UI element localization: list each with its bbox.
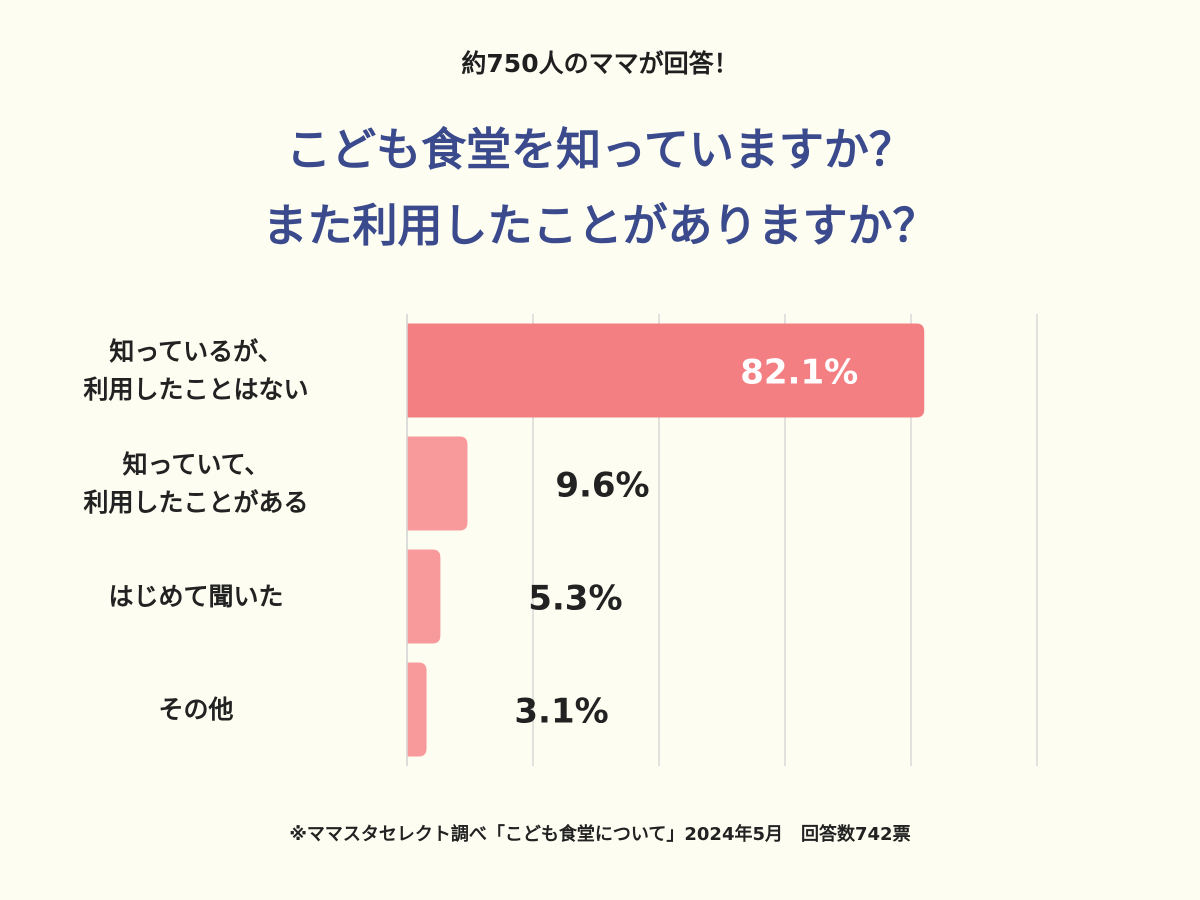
bar <box>407 436 468 531</box>
chart-title-line-2: また利用したことがありますか？ <box>262 199 938 252</box>
data-label: 5.3% <box>528 579 622 619</box>
category-label: 利用したことはない <box>83 375 308 404</box>
bar <box>407 662 427 757</box>
bar <box>407 323 925 418</box>
bar <box>407 549 441 644</box>
survey-subtitle: 約750人のママが回答！ <box>461 49 739 78</box>
category-label: はじめて聞いた <box>108 582 283 611</box>
source-footnote: ※ママスタセレクト調べ「こども食堂について」2024年5月 回答数742票 <box>289 824 911 845</box>
data-label: 3.1% <box>514 692 608 732</box>
data-label: 82.1% <box>740 353 858 393</box>
chart-title: こども食堂を知っていますか？ また利用したことがありますか？ <box>0 112 1200 264</box>
data-label: 9.6% <box>555 466 649 506</box>
category-label: その他 <box>158 695 233 724</box>
category-label: 知っていて、 <box>123 450 270 479</box>
chart-title-line-1: こども食堂を知っていますか？ <box>286 123 914 176</box>
category-label: 知っているが、 <box>109 337 282 366</box>
category-label: 利用したことがある <box>83 488 308 517</box>
